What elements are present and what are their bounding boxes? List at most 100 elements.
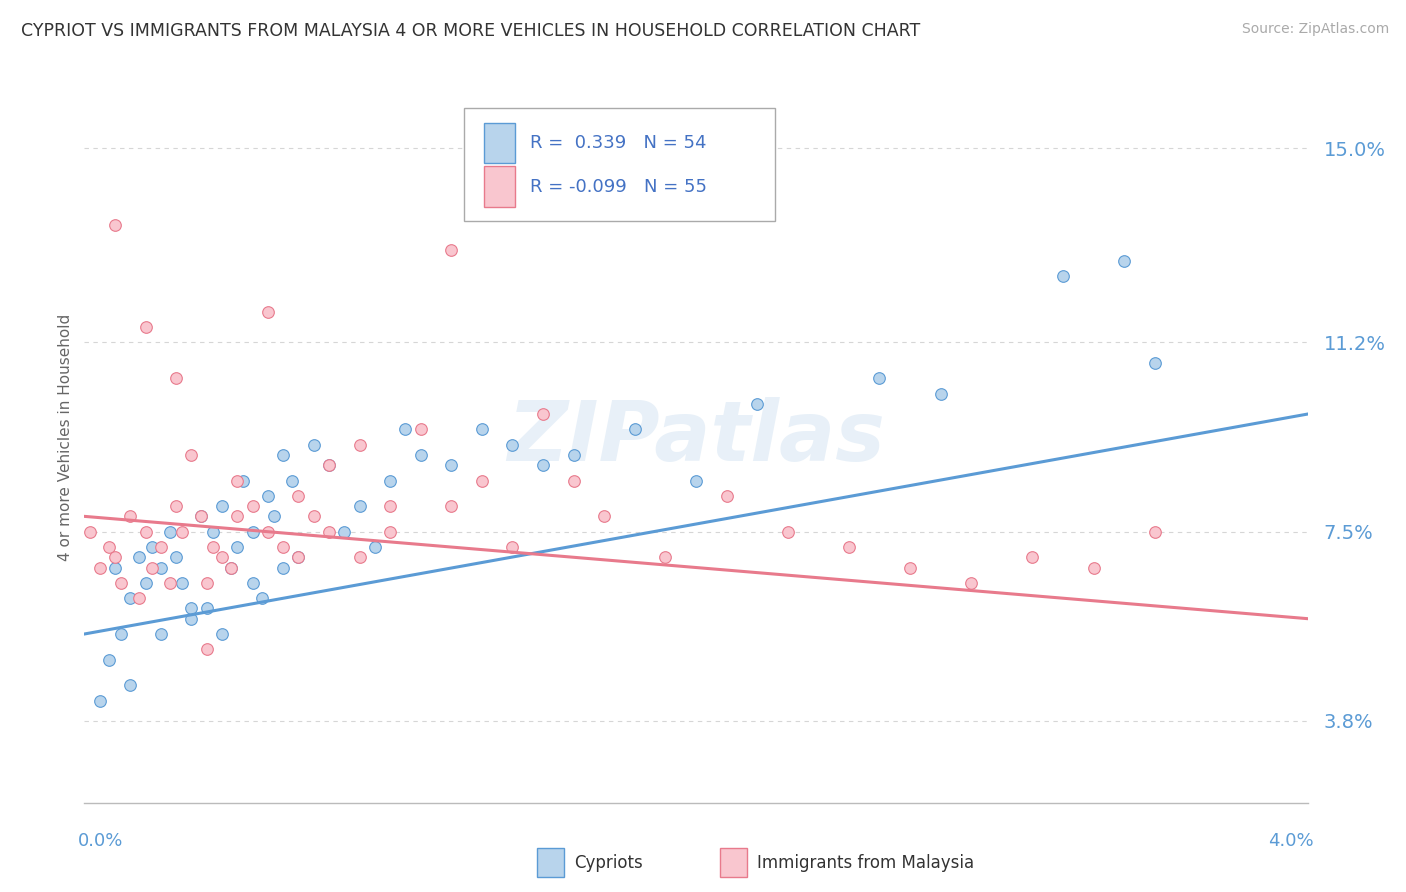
Point: [685, 474, 707, 488]
Point: [110, 627, 132, 641]
Point: [172, 575, 194, 590]
Point: [364, 540, 387, 554]
Point: [271, 448, 294, 462]
Point: [165, 371, 187, 385]
Point: [211, 627, 233, 641]
Point: [1143, 356, 1166, 370]
Point: [318, 458, 340, 473]
Point: [869, 371, 891, 385]
Point: [440, 458, 463, 473]
Point: [195, 642, 218, 657]
Point: [250, 591, 273, 606]
Point: [159, 575, 181, 590]
Point: [333, 524, 356, 539]
Point: [502, 540, 524, 554]
Point: [394, 422, 416, 436]
Point: [211, 550, 233, 565]
Point: [409, 422, 432, 436]
Point: [172, 524, 194, 539]
Point: [593, 509, 616, 524]
Point: [562, 448, 585, 462]
Point: [226, 474, 249, 488]
Point: [180, 448, 202, 462]
Point: [110, 575, 132, 590]
FancyBboxPatch shape: [484, 122, 515, 163]
Text: R = -0.099   N = 55: R = -0.099 N = 55: [530, 178, 707, 195]
Point: [135, 575, 157, 590]
Point: [104, 218, 127, 232]
Point: [219, 560, 242, 574]
Point: [349, 550, 371, 565]
Point: [1021, 550, 1043, 565]
Point: [89, 560, 111, 574]
Point: [141, 540, 163, 554]
Point: [531, 407, 554, 421]
Point: [97, 652, 120, 666]
Text: Source: ZipAtlas.com: Source: ZipAtlas.com: [1241, 22, 1389, 37]
Point: [302, 438, 325, 452]
Point: [409, 448, 432, 462]
Point: [190, 509, 212, 524]
Point: [149, 540, 172, 554]
Point: [747, 397, 769, 411]
Point: [1083, 560, 1105, 574]
Point: [471, 474, 494, 488]
Point: [287, 550, 309, 565]
Point: [562, 474, 585, 488]
Point: [257, 489, 280, 503]
Point: [271, 560, 294, 574]
Point: [159, 524, 181, 539]
Point: [380, 524, 402, 539]
Point: [120, 678, 142, 692]
Point: [180, 601, 202, 615]
Point: [201, 524, 224, 539]
Point: [242, 499, 264, 513]
Point: [380, 499, 402, 513]
FancyBboxPatch shape: [464, 108, 776, 221]
Point: [165, 550, 187, 565]
Point: [226, 509, 249, 524]
Point: [440, 499, 463, 513]
Point: [79, 524, 101, 539]
Point: [201, 540, 224, 554]
Point: [104, 560, 127, 574]
Point: [1052, 268, 1074, 283]
Point: [380, 474, 402, 488]
Point: [195, 575, 218, 590]
Point: [898, 560, 921, 574]
Text: ZIPatlas: ZIPatlas: [508, 397, 884, 477]
Point: [120, 509, 142, 524]
Point: [128, 591, 150, 606]
Point: [190, 509, 212, 524]
Point: [287, 550, 309, 565]
Point: [149, 560, 172, 574]
Point: [120, 591, 142, 606]
Text: CYPRIOT VS IMMIGRANTS FROM MALAYSIA 4 OR MORE VEHICLES IN HOUSEHOLD CORRELATION : CYPRIOT VS IMMIGRANTS FROM MALAYSIA 4 OR…: [21, 22, 921, 40]
Point: [271, 540, 294, 554]
Point: [141, 560, 163, 574]
Point: [349, 438, 371, 452]
Point: [281, 474, 304, 488]
Text: 0.0%: 0.0%: [79, 832, 124, 850]
Point: [135, 320, 157, 334]
Text: Cypriots: Cypriots: [574, 854, 643, 871]
Point: [232, 474, 254, 488]
Point: [104, 550, 127, 565]
FancyBboxPatch shape: [484, 167, 515, 207]
Point: [242, 524, 264, 539]
Point: [287, 489, 309, 503]
Y-axis label: 4 or more Vehicles in Household: 4 or more Vehicles in Household: [58, 313, 73, 561]
Point: [502, 438, 524, 452]
FancyBboxPatch shape: [537, 848, 564, 878]
Point: [1143, 524, 1166, 539]
Point: [135, 524, 157, 539]
Point: [716, 489, 738, 503]
Point: [149, 627, 172, 641]
Point: [226, 540, 249, 554]
Point: [257, 305, 280, 319]
Point: [349, 499, 371, 513]
Point: [302, 509, 325, 524]
Point: [531, 458, 554, 473]
Point: [165, 499, 187, 513]
Point: [89, 693, 111, 707]
